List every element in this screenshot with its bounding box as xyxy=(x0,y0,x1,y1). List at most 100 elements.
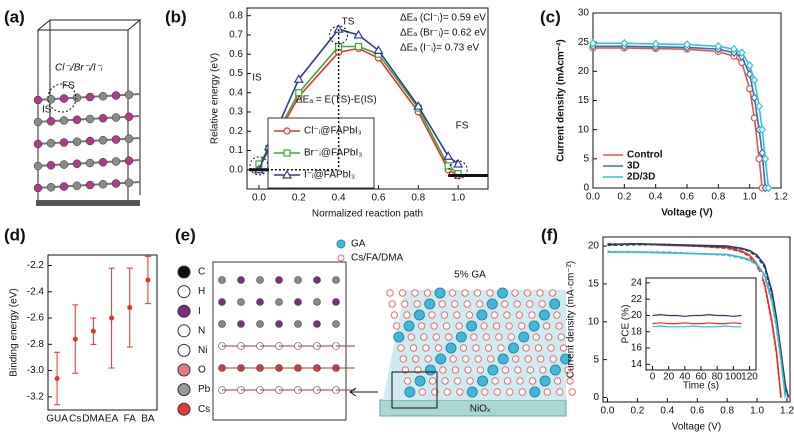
site xyxy=(555,322,563,330)
site xyxy=(501,366,510,374)
site xyxy=(424,355,432,363)
plot-frame xyxy=(246,7,489,190)
legend-label: Ni xyxy=(198,345,207,356)
marker xyxy=(589,38,597,48)
site xyxy=(466,386,478,398)
site xyxy=(564,366,572,374)
decoration xyxy=(59,138,69,147)
legend-label: 2D/3D xyxy=(627,172,655,183)
site xyxy=(431,388,439,396)
site xyxy=(445,333,453,341)
decoration xyxy=(124,90,134,99)
annotation: IS xyxy=(252,73,262,84)
site xyxy=(428,377,437,385)
site xyxy=(413,309,425,321)
y-tick-label: -2.4 xyxy=(27,286,45,297)
x-tick-label: 1.0 xyxy=(750,406,764,417)
site xyxy=(557,333,565,341)
site xyxy=(486,289,494,297)
legend-marker xyxy=(177,383,191,397)
site xyxy=(453,311,461,319)
legend-label: I xyxy=(198,306,201,317)
x-tick-label: DMA xyxy=(82,414,105,425)
site xyxy=(528,377,537,385)
site xyxy=(501,300,509,308)
site xyxy=(418,388,426,396)
site xyxy=(411,289,419,297)
site xyxy=(409,344,418,352)
decoration xyxy=(85,158,95,168)
x-tick-label: 0.8 xyxy=(720,406,734,417)
site xyxy=(477,375,489,387)
site xyxy=(497,353,509,365)
decoration xyxy=(47,83,77,113)
marker xyxy=(443,151,454,160)
decoration xyxy=(59,182,69,191)
site xyxy=(497,344,505,352)
site xyxy=(393,331,405,343)
y-tick-label: 20 xyxy=(588,241,600,252)
site xyxy=(537,355,545,363)
site xyxy=(397,344,405,352)
legend-marker xyxy=(177,363,191,377)
site xyxy=(442,322,451,330)
site xyxy=(505,322,513,330)
x-tick-label: 0.2 xyxy=(617,192,631,203)
site xyxy=(481,388,489,396)
plot-frame xyxy=(602,236,791,403)
decoration xyxy=(329,25,349,45)
site xyxy=(511,289,519,297)
x-tick-label: Cs xyxy=(69,414,81,425)
y-tick-label: 0.3 xyxy=(229,107,243,118)
site xyxy=(480,322,488,330)
legend-marker xyxy=(177,265,191,279)
site xyxy=(441,377,449,385)
point xyxy=(72,336,78,342)
legend-marker xyxy=(177,304,191,318)
y-tick-label: -2.8 xyxy=(27,339,45,350)
marker xyxy=(453,158,464,168)
x-axis-label: Voltage (V) xyxy=(661,208,712,219)
series-line xyxy=(607,251,787,398)
decoration xyxy=(72,159,82,168)
site xyxy=(493,388,501,396)
series-line xyxy=(652,322,742,325)
legend-label: Control xyxy=(627,150,663,161)
decoration xyxy=(111,179,121,188)
y-tick-label: -2.6 xyxy=(27,313,45,324)
decoration xyxy=(275,298,283,306)
site xyxy=(491,377,499,385)
decoration xyxy=(256,320,264,328)
x-tick-label: 80 xyxy=(712,372,724,383)
structure-label: Cl⁻ᵢ/Br⁻ᵢ/I⁻ᵢ xyxy=(55,63,103,74)
decoration xyxy=(72,137,82,146)
site xyxy=(543,388,551,396)
site xyxy=(524,355,532,363)
site xyxy=(568,388,576,396)
site xyxy=(407,333,415,341)
y-tick-label: 10 xyxy=(588,316,600,327)
site xyxy=(487,364,499,376)
decoration xyxy=(46,139,56,148)
site xyxy=(553,377,562,385)
decoration xyxy=(85,92,95,102)
site xyxy=(403,311,411,319)
y-tick-label: 15 xyxy=(578,95,590,106)
x-tick-label: 1.2 xyxy=(774,192,788,203)
x-axis-label: Normalized reaction path xyxy=(312,209,423,220)
decoration xyxy=(36,19,142,205)
site xyxy=(514,366,522,374)
site xyxy=(490,311,499,319)
site xyxy=(443,388,451,396)
decoration xyxy=(218,276,226,284)
site xyxy=(390,311,399,319)
site xyxy=(424,364,436,376)
site xyxy=(413,300,421,308)
x-tick-label: 1.2 xyxy=(780,406,794,417)
legend-marker xyxy=(177,285,191,299)
y-tick-label: 24 xyxy=(631,278,643,289)
site xyxy=(559,344,568,352)
site xyxy=(399,355,407,363)
site xyxy=(432,333,440,341)
panel-a-structure xyxy=(33,19,142,206)
